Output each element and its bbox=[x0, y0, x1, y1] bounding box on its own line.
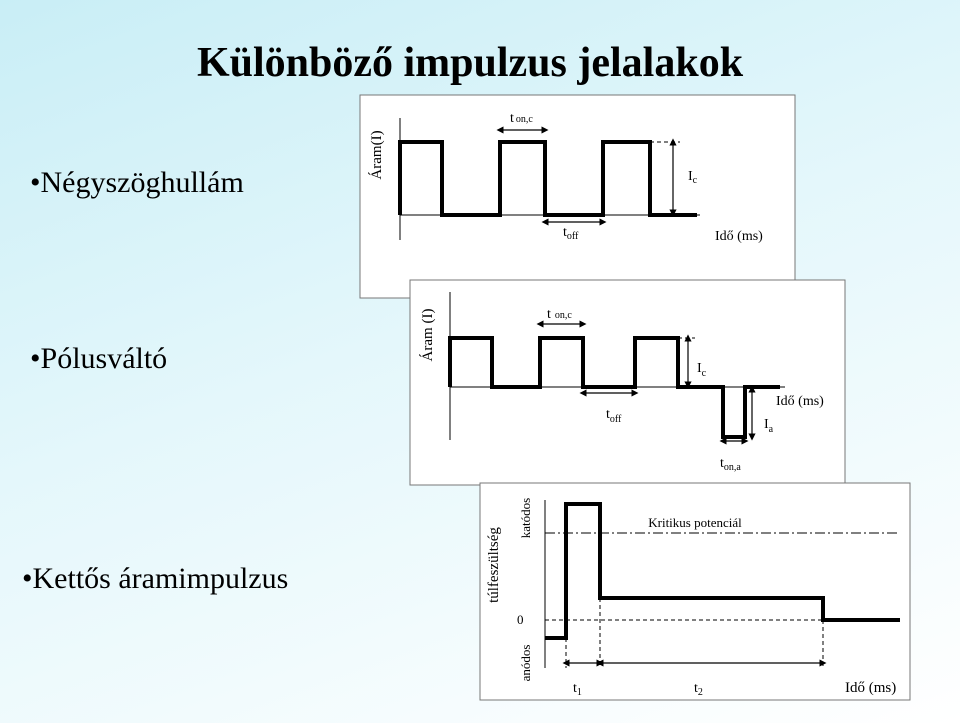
double-pulse-diagram: túlfeszültség katódos anódos 0 Kritikus … bbox=[479, 482, 911, 701]
text-part: off bbox=[567, 231, 579, 242]
label: t on,c bbox=[547, 307, 572, 322]
bullet: •Négyszöghullám bbox=[30, 166, 244, 199]
text-part: t bbox=[694, 681, 698, 696]
text-part: on,c bbox=[555, 310, 573, 321]
label: t1 bbox=[573, 681, 582, 698]
upper-label: katódos bbox=[518, 498, 533, 538]
lower-label: anódos bbox=[518, 645, 533, 682]
title: Különböző impulzus jelalakok bbox=[197, 40, 744, 86]
label: toff bbox=[563, 225, 579, 242]
zero-label: 0 bbox=[517, 612, 524, 627]
text-part: I bbox=[688, 169, 693, 184]
label: Ic bbox=[688, 169, 698, 186]
text-part: t bbox=[606, 407, 610, 422]
label: Ia bbox=[764, 417, 774, 435]
label: Ic bbox=[697, 361, 707, 379]
text-part: t bbox=[547, 307, 551, 322]
label: t2 bbox=[694, 681, 703, 698]
text-part: 1 bbox=[577, 687, 582, 698]
x-label: Idő (ms) bbox=[715, 229, 763, 244]
text-part: c bbox=[702, 368, 707, 379]
waveform bbox=[448, 336, 780, 439]
bullet: •Kettős áramimpulzus bbox=[22, 562, 288, 595]
y-label: túlfeszültség bbox=[486, 527, 502, 603]
y-label: Áram (I) bbox=[419, 309, 436, 362]
text-part: a bbox=[769, 424, 774, 435]
text-part: c bbox=[693, 175, 698, 186]
waveform bbox=[545, 502, 900, 640]
text-part: t bbox=[563, 225, 567, 240]
text-part: on,a bbox=[724, 462, 742, 473]
critical-label: Kritikus potenciál bbox=[648, 515, 742, 530]
y-label: Áram(I) bbox=[368, 130, 385, 179]
diagram-box bbox=[359, 94, 796, 299]
text-part: I bbox=[697, 361, 702, 376]
text-part: 2 bbox=[698, 687, 703, 698]
label: t on,c bbox=[510, 111, 533, 126]
text-part: I bbox=[764, 417, 769, 432]
pole-reversal-diagram: Áram (I) t on,c toff Ic Ia ton,a Idő (ms) bbox=[409, 279, 846, 486]
x-label: Idő (ms) bbox=[776, 394, 824, 409]
label: toff bbox=[606, 407, 622, 425]
text-part: t bbox=[720, 456, 724, 471]
text-part: t bbox=[573, 681, 577, 696]
x-label: Idő (ms) bbox=[845, 680, 896, 696]
label: ton,a bbox=[720, 456, 741, 473]
diagram-box bbox=[409, 279, 846, 486]
square-wave-diagram: Áram(I) t on,c toff Ic Idő (ms) bbox=[359, 94, 796, 299]
text-part: off bbox=[610, 414, 622, 425]
text-part: on,c bbox=[516, 114, 534, 125]
text-part: t bbox=[510, 111, 514, 126]
bullet: •Pólusváltó bbox=[30, 342, 167, 375]
